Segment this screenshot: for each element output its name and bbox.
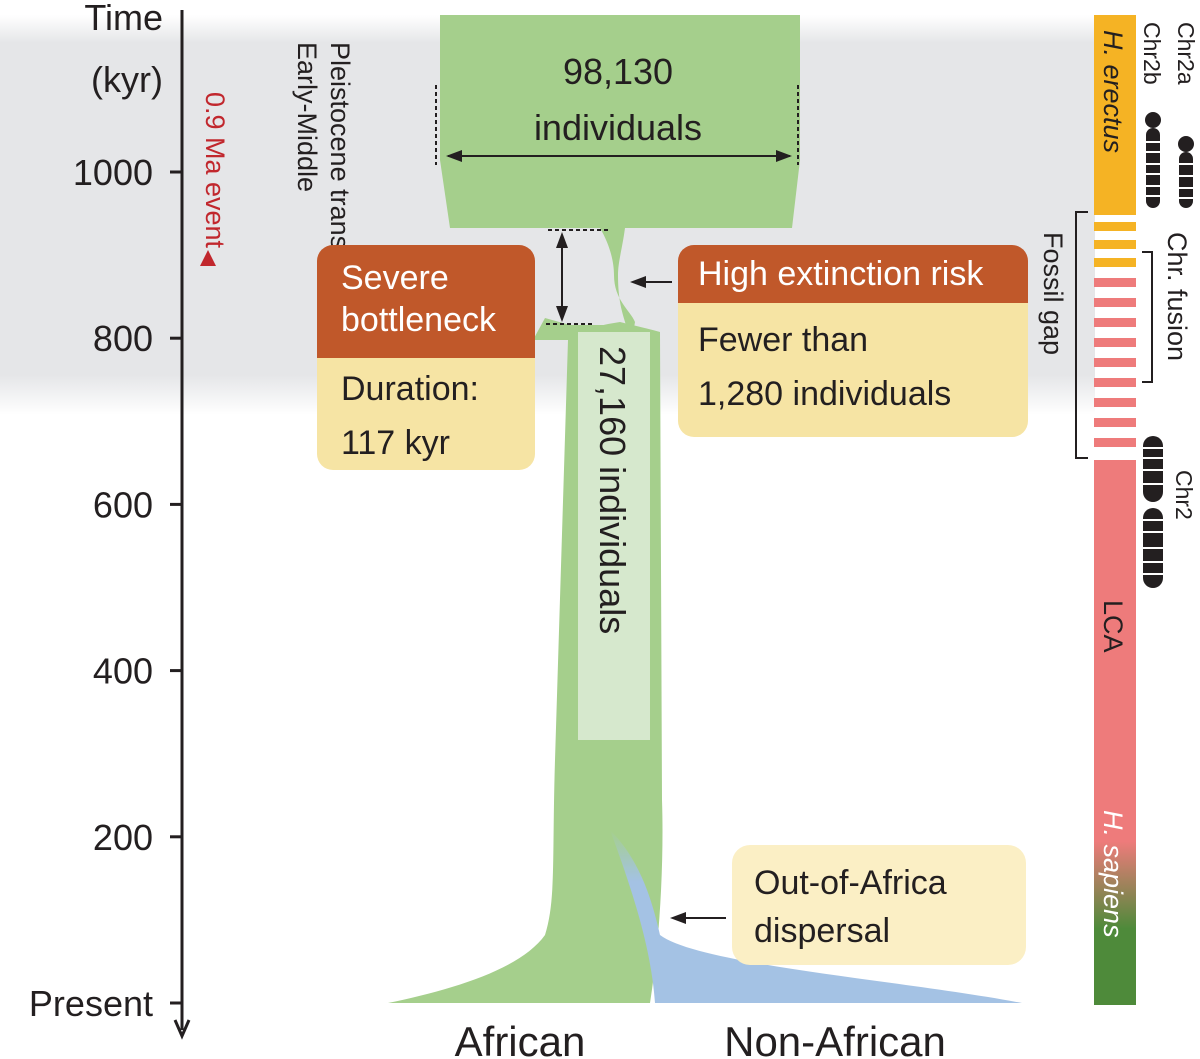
chr-fusion-label: Chr. fusion xyxy=(1162,232,1192,361)
fossil-gap-label: Fossil gap xyxy=(1038,232,1068,355)
axis-tick-label: 800 xyxy=(93,318,153,359)
time-axis: Time (kyr) 1000 800 600 400 200 Present xyxy=(29,0,191,1040)
extinction-risk-line1: Fewer than xyxy=(698,321,869,359)
bottleneck-title-line1: Severe xyxy=(341,259,449,297)
bottleneck-box-body: Duration: 117 kyr xyxy=(317,358,535,470)
svg-text:Early-Middle: Early-Middle xyxy=(292,42,322,192)
dispersal-pointer-arrow xyxy=(670,912,726,924)
non-african-label: Non-African xyxy=(724,1018,946,1059)
chr2a-icon xyxy=(1178,136,1194,208)
event-marker: 0.9 Ma event xyxy=(200,92,230,266)
axis-tick-label: 200 xyxy=(93,817,153,858)
neck-pointer-arrow xyxy=(630,276,672,288)
extinction-risk-box: High extinction risk Fewer than 1,280 in… xyxy=(678,245,1028,437)
chr2b-icon xyxy=(1145,112,1161,208)
chr2a-label: Chr2a xyxy=(1173,22,1199,85)
chr2b-label: Chr2b xyxy=(1139,22,1165,85)
h-erectus-label: H. erectus xyxy=(1098,30,1128,153)
fossil-gap-stripe xyxy=(1094,378,1136,387)
extinction-risk-line2: 1,280 individuals xyxy=(698,375,952,413)
fossil-gap-stripe xyxy=(1094,398,1136,407)
h-sapiens-label: H. sapiens xyxy=(1098,810,1128,938)
lineage-bar: H. erectus LCA H. sapiens xyxy=(1094,15,1136,1005)
fossil-gap-stripe xyxy=(1094,240,1136,249)
bottleneck-duration-label: Duration: xyxy=(341,370,479,408)
bottleneck-box-header: Severe bottleneck xyxy=(317,245,535,358)
fossil-gap-stripe xyxy=(1094,258,1136,267)
bottleneck-duration-value: 117 kyr xyxy=(341,424,450,462)
extinction-risk-body: Fewer than 1,280 individuals xyxy=(678,303,1028,437)
post-bottleneck-label: 27,160 individuals xyxy=(592,346,633,634)
fossil-gap-stripe xyxy=(1094,338,1136,347)
chr-fusion-bracket xyxy=(1142,251,1153,383)
h-erectus-segment xyxy=(1094,15,1136,215)
duration-arrow xyxy=(546,229,610,325)
fossil-gap-stripe xyxy=(1094,318,1136,327)
axis-tick-label: 1000 xyxy=(73,152,153,193)
extinction-risk-title: High extinction risk xyxy=(698,255,984,293)
chr2-icon xyxy=(1143,436,1163,588)
event-label: 0.9 Ma event xyxy=(200,92,230,249)
axis-tick-label: 400 xyxy=(93,651,153,692)
lca-label: LCA xyxy=(1098,600,1128,653)
fossil-gap-stripe xyxy=(1094,418,1136,427)
fossil-gap-stripe xyxy=(1094,438,1136,447)
bottleneck-title-line2: bottleneck xyxy=(341,301,496,339)
fossil-gap-bracket xyxy=(1075,211,1088,459)
lca-segment xyxy=(1094,460,1136,1005)
dispersal-line1: Out-of-Africa xyxy=(754,864,947,902)
post-bottleneck-label-panel xyxy=(578,332,650,740)
extinction-risk-header: High extinction risk xyxy=(678,245,1028,303)
chr2-label: Chr2 xyxy=(1171,470,1197,520)
bottleneck-box: Severe bottleneck Duration: 117 kyr xyxy=(317,245,535,470)
ancestral-count: 98,130 xyxy=(563,51,673,92)
axis-tick-label: Present xyxy=(29,983,153,1024)
fossil-gap-stripe xyxy=(1094,278,1136,287)
axis-title-time: Time xyxy=(84,0,163,38)
fossil-gap-stripe xyxy=(1094,298,1136,307)
fossil-gap-stripe xyxy=(1094,222,1136,231)
width-arrow xyxy=(435,85,799,165)
dispersal-line2: dispersal xyxy=(754,912,891,950)
fossil-gap-stripe xyxy=(1094,358,1136,367)
fossil-gap-stripes xyxy=(1094,222,1136,447)
non-african-population xyxy=(610,830,1022,1003)
dispersal-box: Out-of-Africa dispersal xyxy=(732,845,1026,965)
axis-tick-label: 600 xyxy=(93,484,153,525)
african-label: African xyxy=(455,1018,586,1059)
ancestral-population xyxy=(440,15,800,340)
axis-title-unit: (kyr) xyxy=(91,59,163,100)
ancestral-unit: individuals xyxy=(534,107,702,148)
